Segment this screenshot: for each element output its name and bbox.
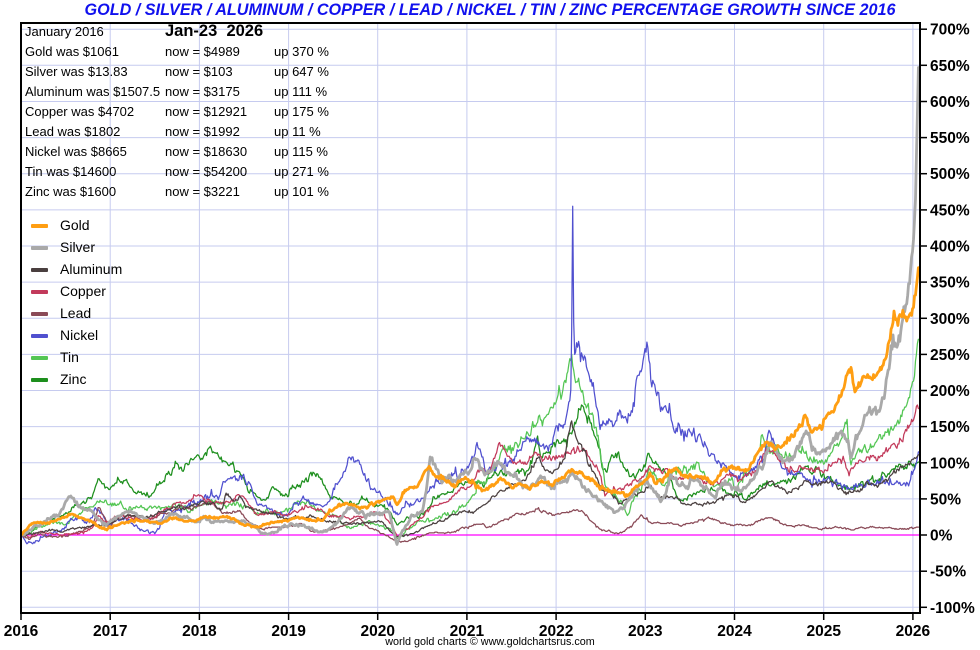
info-up: up 271 % bbox=[274, 164, 329, 179]
y-axis-label: -100% bbox=[930, 600, 975, 617]
y-axis-label: 600% bbox=[930, 94, 970, 111]
y-axis-label: 250% bbox=[930, 347, 970, 364]
legend-label: Silver bbox=[60, 239, 96, 255]
x-axis-label: 2025 bbox=[806, 623, 841, 640]
chart-footer: world gold charts © www.goldchartsrus.co… bbox=[0, 636, 980, 648]
info-up: up 101 % bbox=[274, 184, 329, 199]
legend-swatch-tin bbox=[31, 356, 48, 360]
info-as-of-date: Jan-23 2026 bbox=[165, 22, 264, 40]
y-axis-label: 0% bbox=[930, 528, 953, 545]
info-up: up 11 % bbox=[274, 124, 321, 139]
x-axis-label: 2020 bbox=[360, 623, 394, 640]
plot-border bbox=[20, 22, 921, 614]
info-now: now = $12921 bbox=[165, 104, 248, 119]
footer-credit-text: world gold charts © www.goldchartsrus.co… bbox=[385, 636, 595, 648]
legend-label: Copper bbox=[60, 283, 106, 299]
series-line-nickel bbox=[21, 205, 920, 545]
x-axis-label: 2023 bbox=[628, 623, 663, 640]
legend-swatch-aluminum bbox=[31, 268, 48, 272]
info-was: Nickel was $8665 bbox=[25, 144, 127, 159]
legend-swatch-gold bbox=[31, 224, 48, 228]
legend-label: Lead bbox=[60, 305, 92, 321]
series-line-aluminum bbox=[21, 420, 920, 538]
y-axis-label: 400% bbox=[930, 239, 970, 256]
y-axis-label: 100% bbox=[930, 455, 970, 472]
info-now: now = $3175 bbox=[165, 84, 240, 99]
legend-swatch-nickel bbox=[31, 334, 48, 338]
y-axis-label: -50% bbox=[930, 564, 966, 581]
x-axis-label: 2018 bbox=[182, 623, 217, 640]
y-axis-label: 700% bbox=[930, 22, 970, 39]
info-was: Copper was $4702 bbox=[25, 104, 135, 119]
y-axis-label: 500% bbox=[930, 166, 970, 183]
legend-swatch-silver bbox=[31, 246, 48, 250]
legend-label: Nickel bbox=[60, 327, 99, 343]
info-was: Lead was $1802 bbox=[25, 124, 121, 139]
x-axis-label: 2026 bbox=[896, 623, 931, 640]
info-up: up 370 % bbox=[274, 44, 329, 59]
y-axis-label: 650% bbox=[930, 58, 970, 75]
x-axis-label: 2021 bbox=[450, 623, 485, 640]
page-title-text: GOLD / SILVER / ALUMINUM / COPPER / LEAD… bbox=[84, 1, 896, 19]
legend-swatch-copper bbox=[31, 290, 48, 294]
y-axis-label: 50% bbox=[930, 491, 961, 508]
x-axis-label: 2022 bbox=[539, 623, 573, 640]
legend-swatch-lead bbox=[31, 312, 48, 316]
info-up: up 111 % bbox=[274, 84, 328, 99]
info-now: now = $4989 bbox=[165, 44, 240, 59]
info-up: up 647 % bbox=[274, 64, 329, 79]
info-was: Zinc was $1600 bbox=[25, 184, 117, 199]
legend-swatch-zinc bbox=[31, 378, 48, 382]
x-axis-label: 2017 bbox=[93, 623, 127, 640]
x-axis-label: 2016 bbox=[4, 623, 39, 640]
series-line-gold bbox=[21, 266, 920, 537]
info-now: now = $3221 bbox=[165, 184, 240, 199]
info-now: now = $18630 bbox=[165, 144, 248, 159]
x-axis-label: 2024 bbox=[717, 623, 752, 640]
y-axis-label: 550% bbox=[930, 130, 970, 147]
info-was: Tin was $14600 bbox=[25, 164, 117, 179]
y-axis-label: 150% bbox=[930, 419, 970, 436]
y-axis-label: 200% bbox=[930, 383, 970, 400]
series-line-tin bbox=[21, 338, 920, 540]
legend-label: Gold bbox=[60, 217, 90, 233]
info-now: now = $54200 bbox=[165, 164, 248, 179]
info-up: up 115 % bbox=[274, 144, 328, 159]
info-was: Gold was $1061 bbox=[25, 44, 119, 59]
legend-label: Zinc bbox=[60, 371, 87, 387]
legend-label: Tin bbox=[60, 349, 79, 365]
y-axis-label: 350% bbox=[930, 275, 970, 292]
info-now: now = $103 bbox=[165, 64, 233, 79]
info-period-label: January 2016 bbox=[25, 24, 104, 39]
info-now: now = $1992 bbox=[165, 124, 240, 139]
page-title: GOLD / SILVER / ALUMINUM / COPPER / LEAD… bbox=[0, 1, 980, 20]
x-axis-label: 2019 bbox=[271, 623, 306, 640]
y-axis-label: 300% bbox=[930, 311, 970, 328]
y-axis-label: 450% bbox=[930, 202, 970, 219]
info-was: Silver was $13.83 bbox=[25, 64, 128, 79]
info-was: Aluminum was $1507.5 bbox=[25, 84, 161, 99]
legend-label: Aluminum bbox=[60, 261, 123, 277]
info-up: up 175 % bbox=[274, 104, 329, 119]
series-line-silver bbox=[21, 66, 920, 546]
